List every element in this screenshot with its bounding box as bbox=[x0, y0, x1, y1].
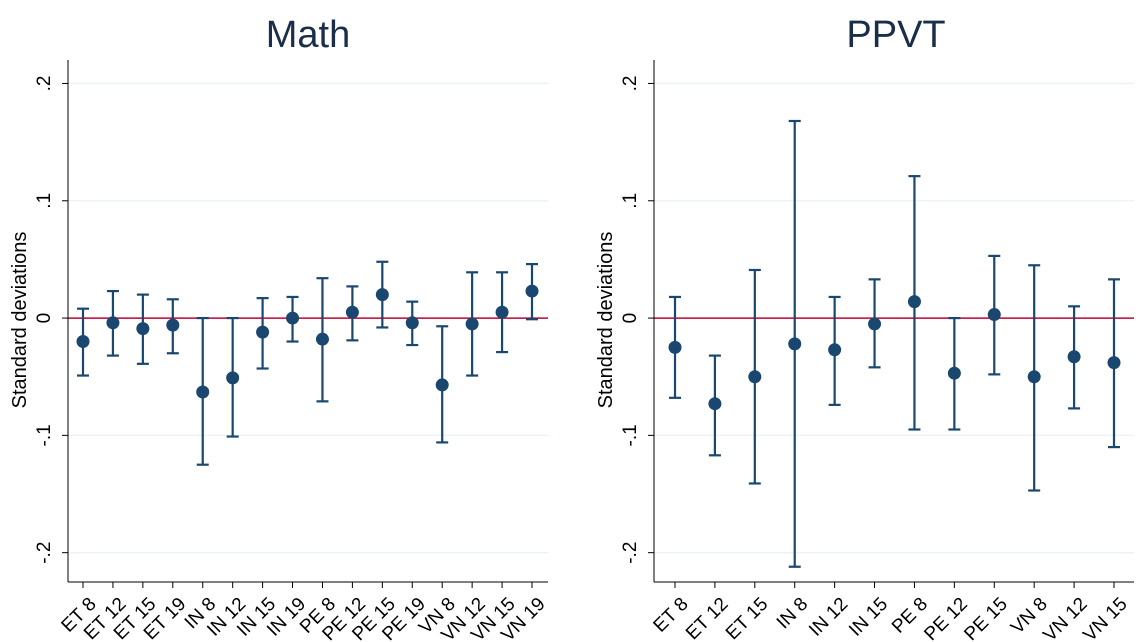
y-axis-label: Standard deviations bbox=[595, 232, 617, 409]
point-estimate bbox=[465, 317, 479, 331]
point-estimate bbox=[1067, 350, 1081, 364]
estimates bbox=[668, 119, 1121, 568]
point-estimate bbox=[868, 317, 882, 331]
point-estimate bbox=[668, 340, 682, 354]
point-estimate bbox=[788, 337, 802, 351]
y-tick-label: 0 bbox=[620, 313, 641, 324]
point-estimate bbox=[375, 288, 389, 302]
point-estimate bbox=[256, 325, 270, 339]
ppvt-panel: PPVT Standard deviations -.2 -.1 0 .1 .2 ET … bbox=[595, 14, 1134, 642]
x-tick-label: ET 15 bbox=[722, 594, 772, 642]
point-estimate bbox=[196, 385, 210, 399]
y-ticks: -.2 -.1 0 .1 .2 bbox=[620, 76, 654, 564]
y-tick-label: -.2 bbox=[34, 542, 55, 564]
point-estimate bbox=[495, 305, 509, 319]
y-tick-label: .2 bbox=[620, 76, 641, 92]
y-tick-label: 0 bbox=[34, 313, 55, 324]
y-tick-label: .2 bbox=[34, 76, 55, 92]
x-tick-label: PE 15 bbox=[960, 594, 1011, 642]
point-estimate bbox=[345, 305, 359, 319]
y-tick-label: -.1 bbox=[34, 424, 55, 446]
y-tick-label: .1 bbox=[34, 193, 55, 209]
point-estimate bbox=[525, 284, 539, 298]
point-estimate bbox=[76, 335, 90, 349]
point-estimate bbox=[405, 316, 419, 330]
point-estimate bbox=[166, 318, 180, 332]
point-estimate bbox=[226, 371, 240, 385]
x-tick-label: IN 15 bbox=[845, 594, 892, 641]
y-tick-label: -.1 bbox=[620, 424, 641, 446]
point-estimate bbox=[987, 308, 1001, 322]
point-estimate bbox=[1027, 370, 1041, 384]
point-estimate bbox=[136, 322, 150, 336]
point-estimate bbox=[907, 295, 921, 309]
math-panel: Math Standard deviations -.2 -.1 0 .1 .2 ET … bbox=[9, 14, 550, 642]
point-estimate bbox=[286, 311, 300, 325]
x-tick-label: ET 12 bbox=[682, 594, 732, 642]
point-estimate bbox=[106, 316, 120, 330]
y-tick-label: -.2 bbox=[620, 542, 641, 564]
estimates bbox=[76, 260, 539, 466]
point-estimate bbox=[947, 366, 961, 380]
panel-title: PPVT bbox=[846, 14, 945, 56]
point-estimate bbox=[315, 332, 329, 346]
y-tick-label: .1 bbox=[620, 193, 641, 209]
point-estimate bbox=[828, 343, 842, 357]
point-estimate bbox=[708, 397, 722, 411]
y-ticks: -.2 -.1 0 .1 .2 bbox=[34, 76, 68, 564]
point-estimate bbox=[1107, 356, 1121, 370]
panel-title: Math bbox=[266, 14, 350, 56]
point-estimate bbox=[435, 378, 449, 392]
x-tick-label: IN 12 bbox=[805, 594, 852, 641]
y-axis-label: Standard deviations bbox=[9, 232, 31, 409]
point-estimate bbox=[748, 370, 762, 384]
gridlines bbox=[654, 82, 1134, 554]
x-tick-label: VN 15 bbox=[1079, 594, 1131, 642]
